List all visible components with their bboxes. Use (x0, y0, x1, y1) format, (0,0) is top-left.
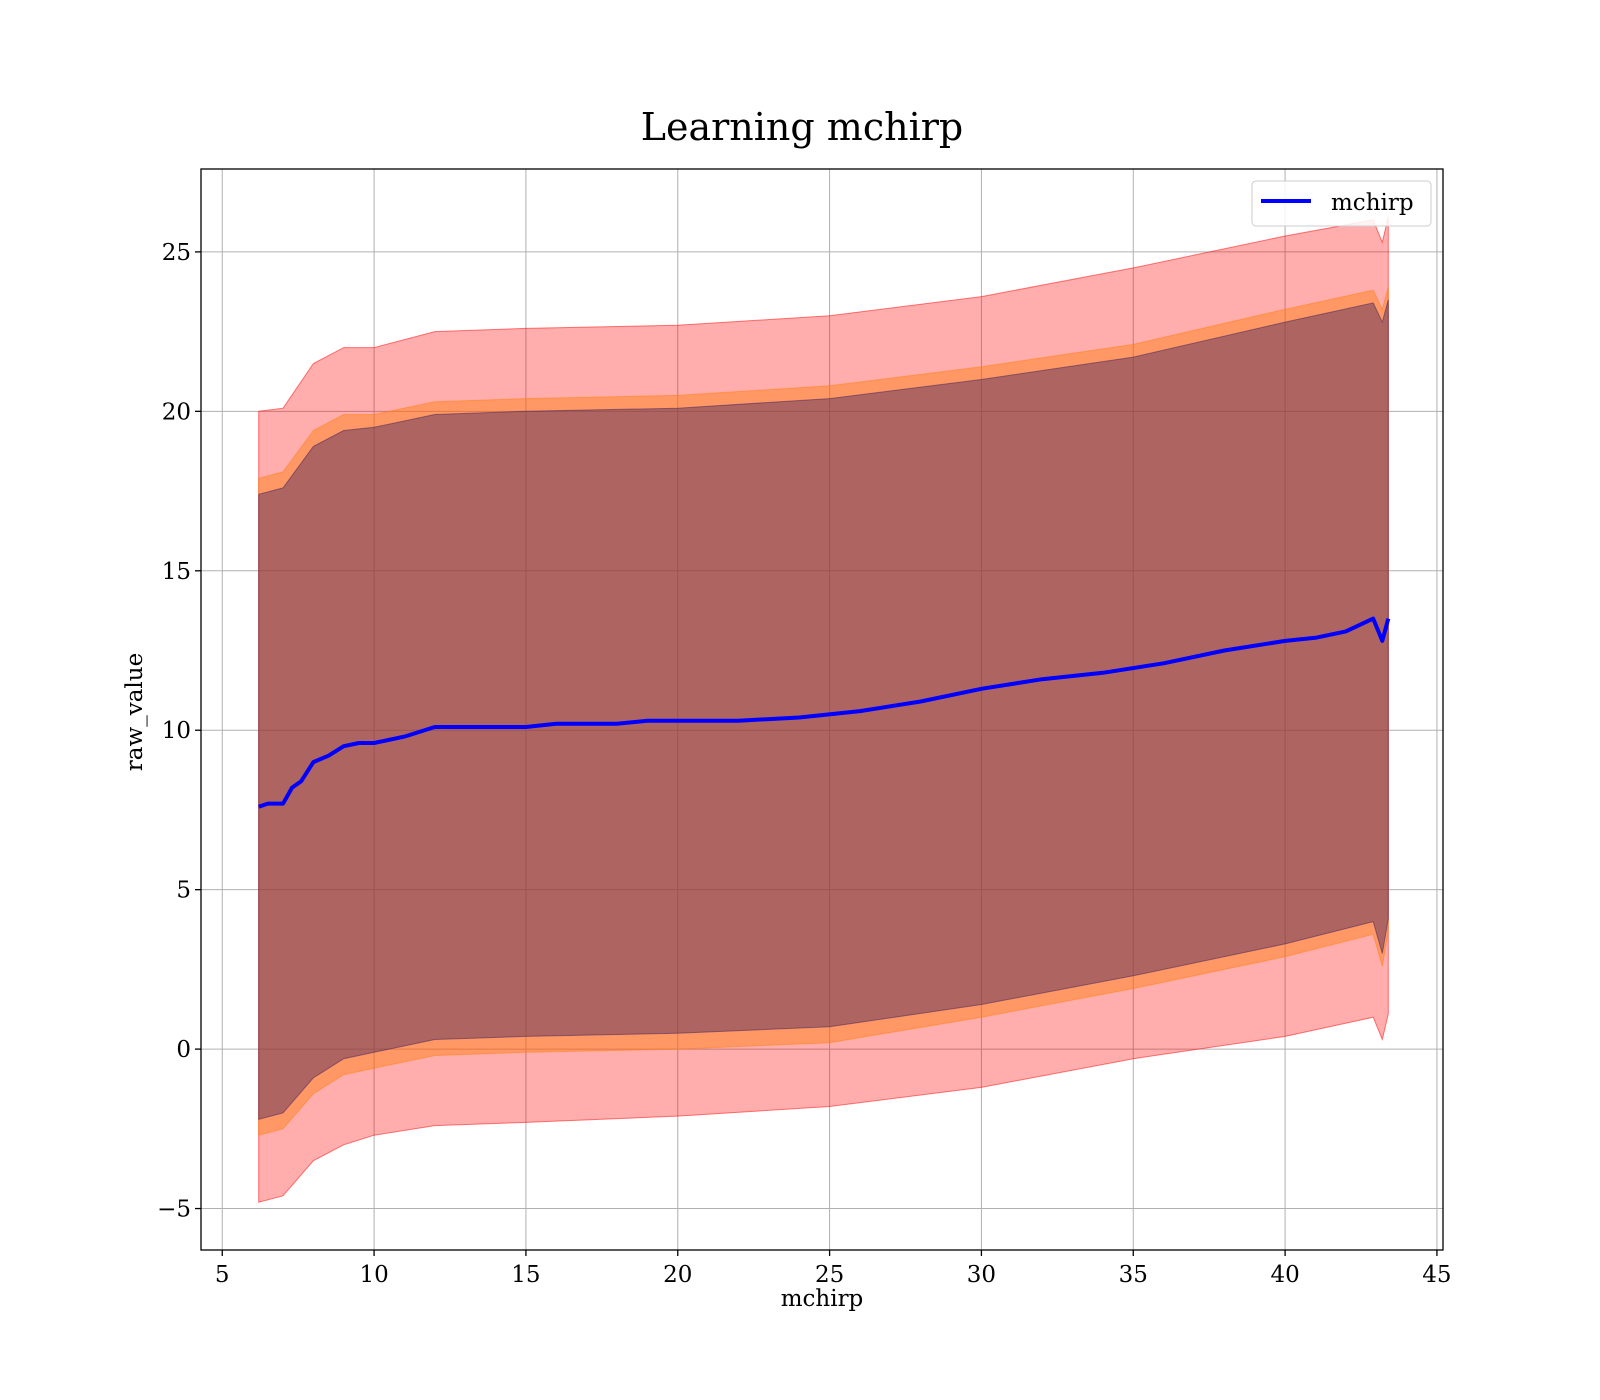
y-axis-ticks: −5 0 5 10 15 20 25 (157, 240, 201, 1223)
band-middle (258, 286, 1389, 1136)
y-tick-label: 20 (162, 399, 191, 425)
y-tick-label: 10 (162, 718, 191, 744)
x-axis-ticks: 5 10 15 20 25 30 35 40 45 (215, 1250, 1452, 1288)
band-inner (258, 299, 1389, 1120)
x-tick-label: 20 (663, 1262, 692, 1288)
y-axis-label: raw_value (122, 653, 148, 771)
chart-title: Learning mchirp (641, 105, 963, 149)
y-tick-label: 15 (162, 559, 191, 585)
x-tick-label: 45 (1422, 1262, 1451, 1288)
band-outer (258, 216, 1389, 1203)
y-tick-label: −5 (157, 1197, 191, 1223)
x-tick-label: 5 (215, 1262, 230, 1288)
x-axis-label: mchirp (781, 1286, 864, 1312)
x-tick-label: 25 (815, 1262, 844, 1288)
x-tick-label: 40 (1270, 1262, 1299, 1288)
y-tick-label: 25 (162, 240, 191, 266)
plot-frame (200, 168, 1444, 1251)
x-tick-label: 35 (1119, 1262, 1148, 1288)
x-tick-label: 30 (967, 1262, 996, 1288)
series-line-mchirp (258, 616, 1391, 809)
x-tick-label: 15 (511, 1262, 540, 1288)
y-tick-label: 0 (176, 1037, 191, 1063)
x-tick-label: 10 (359, 1262, 388, 1288)
series-lines (258, 616, 1391, 809)
grid (201, 169, 1443, 1250)
legend-box (1251, 180, 1432, 227)
legend: mchirp (1251, 180, 1432, 227)
y-tick-label: 5 (176, 878, 191, 904)
confidence-bands (258, 216, 1389, 1203)
legend-entry-mchirp: mchirp (1331, 190, 1414, 216)
